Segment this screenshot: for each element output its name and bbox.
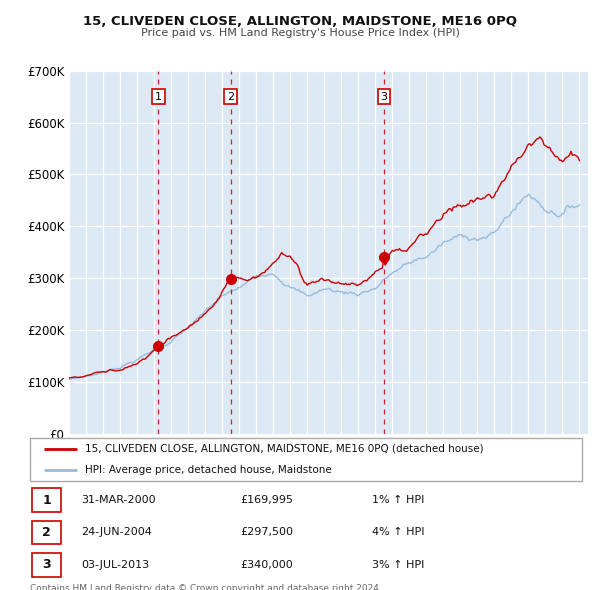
Text: 03-JUL-2013: 03-JUL-2013 [81,560,149,570]
Text: 15, CLIVEDEN CLOSE, ALLINGTON, MAIDSTONE, ME16 0PQ: 15, CLIVEDEN CLOSE, ALLINGTON, MAIDSTONE… [83,15,517,28]
Text: 1: 1 [155,91,162,101]
Text: 1: 1 [42,493,51,507]
Text: Contains HM Land Registry data © Crown copyright and database right 2024.
This d: Contains HM Land Registry data © Crown c… [30,584,382,590]
Text: 2: 2 [227,91,234,101]
Text: HPI: Average price, detached house, Maidstone: HPI: Average price, detached house, Maid… [85,466,332,475]
FancyBboxPatch shape [32,553,61,576]
FancyBboxPatch shape [32,521,61,544]
Text: 1% ↑ HPI: 1% ↑ HPI [372,495,424,505]
Text: £297,500: £297,500 [240,527,293,537]
Text: £340,000: £340,000 [240,560,293,570]
Text: 31-MAR-2000: 31-MAR-2000 [81,495,155,505]
Text: £169,995: £169,995 [240,495,293,505]
Text: 4% ↑ HPI: 4% ↑ HPI [372,527,425,537]
Text: 3: 3 [380,91,388,101]
FancyBboxPatch shape [30,438,582,481]
Text: 15, CLIVEDEN CLOSE, ALLINGTON, MAIDSTONE, ME16 0PQ (detached house): 15, CLIVEDEN CLOSE, ALLINGTON, MAIDSTONE… [85,444,484,454]
FancyBboxPatch shape [32,489,61,512]
Text: 3: 3 [42,558,51,572]
Text: 24-JUN-2004: 24-JUN-2004 [81,527,152,537]
Text: Price paid vs. HM Land Registry's House Price Index (HPI): Price paid vs. HM Land Registry's House … [140,28,460,38]
Text: 3% ↑ HPI: 3% ↑ HPI [372,560,424,570]
Text: 2: 2 [42,526,51,539]
